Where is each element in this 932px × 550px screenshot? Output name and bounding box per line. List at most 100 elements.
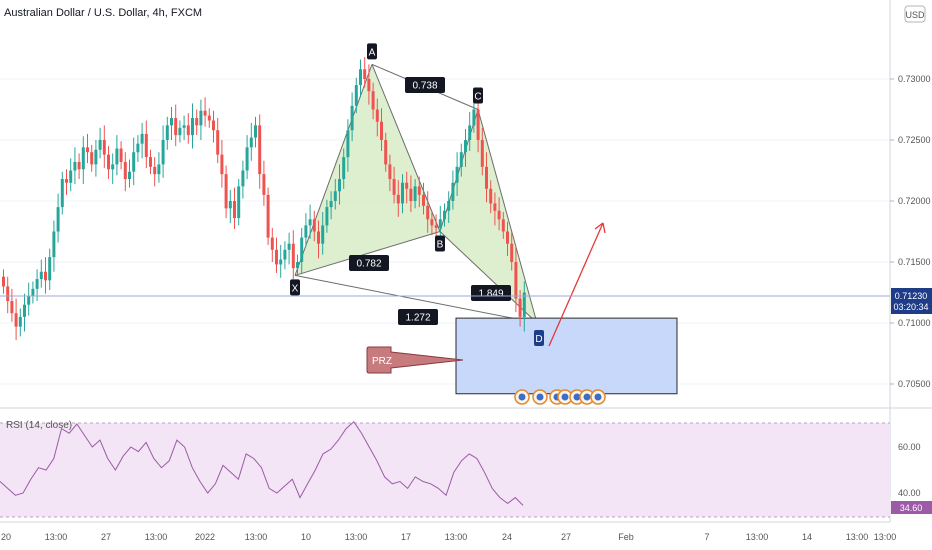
- time-tick-label: 14: [802, 532, 812, 542]
- candle-body: [506, 231, 509, 244]
- candle-body: [77, 161, 81, 170]
- candle-body: [480, 140, 484, 167]
- time-tick-label: 13:00: [145, 532, 168, 542]
- time-tick-label: 2022: [195, 532, 215, 542]
- candle-body: [405, 182, 409, 189]
- candle-body: [10, 301, 14, 314]
- candle-body: [132, 152, 136, 172]
- candle-body: [48, 257, 52, 281]
- candle-body: [102, 140, 106, 155]
- candle-body: [73, 161, 77, 171]
- point-badge: [290, 279, 300, 296]
- candle-body: [489, 188, 493, 204]
- candle-body: [317, 231, 320, 244]
- candle-body: [464, 140, 467, 153]
- candle-body: [388, 164, 392, 180]
- grid-lines: [0, 78, 890, 385]
- candle-body: [165, 125, 169, 140]
- economic-events[interactable]: [514, 389, 606, 405]
- rsi-current-value: 34.60: [900, 503, 923, 513]
- candle-body: [346, 130, 350, 158]
- candle-body: [115, 148, 119, 165]
- candle-body: [279, 259, 283, 265]
- candle-body: [86, 147, 89, 153]
- candle-body: [56, 207, 60, 232]
- bar-countdown: 03:20:34: [893, 302, 928, 312]
- price-tick-label: 0.71000: [898, 318, 931, 328]
- arrow-head: [594, 222, 606, 234]
- ratio-xb-bg: [349, 255, 389, 271]
- candle-body: [451, 182, 455, 201]
- candle-body: [510, 243, 514, 262]
- candle-body: [182, 125, 186, 128]
- event-flag-inner: [518, 393, 526, 401]
- candle-body: [338, 179, 341, 192]
- candle-body: [443, 210, 446, 220]
- candle-body: [98, 140, 102, 150]
- candle-body: [321, 225, 325, 244]
- time-tick-label: Feb: [618, 532, 634, 542]
- event-flag-inner: [561, 393, 569, 401]
- prz-box: [455, 317, 678, 395]
- price-axis[interactable]: 0.73000 0.72500 0.72000 0.71500 0.71000 0.705…: [890, 74, 931, 389]
- candle-body: [434, 225, 438, 228]
- rsi-line: [0, 420, 524, 506]
- point-label-d: D: [535, 334, 542, 345]
- time-tick-label: 13:00: [245, 532, 268, 542]
- price-tick-label: 0.72000: [898, 196, 931, 206]
- candle-body: [430, 219, 434, 226]
- candle-body: [245, 147, 249, 171]
- candle-body: [304, 225, 308, 238]
- time-tick-label: 24: [502, 532, 512, 542]
- candle-body: [220, 154, 224, 175]
- candle-body: [476, 109, 480, 140]
- harmonic-pattern[interactable]: [294, 63, 538, 324]
- rsi-tick-label: 40.00: [898, 488, 921, 498]
- candle-body: [409, 188, 413, 201]
- candle-body: [174, 118, 178, 136]
- candle-body: [275, 249, 278, 265]
- candle-body: [52, 231, 56, 258]
- pattern-leg: [477, 109, 538, 324]
- candle-body: [199, 110, 203, 126]
- candle-body: [380, 121, 383, 140]
- candle-body: [228, 201, 232, 209]
- price-tick-label: 0.72500: [898, 135, 931, 145]
- candle-body: [367, 79, 371, 92]
- candle-body: [249, 137, 253, 148]
- pattern-triangle-bcd: [440, 109, 537, 323]
- point-badge: [534, 330, 544, 346]
- candle-body: [254, 125, 257, 138]
- rsi-pane[interactable]: [0, 420, 890, 518]
- price-tick-label: 0.71500: [898, 257, 931, 267]
- currency-label: USD: [905, 10, 925, 20]
- rsi-tick-label: 60.00: [898, 442, 921, 452]
- candle-body: [90, 152, 94, 165]
- time-tick-label: 10: [301, 532, 311, 542]
- candle-body: [207, 115, 211, 121]
- candle-body: [497, 210, 501, 220]
- candle-body: [296, 262, 299, 269]
- candle-body: [107, 154, 110, 170]
- prz-zone[interactable]: PRZ: [366, 317, 678, 395]
- event-flag-inner: [583, 393, 591, 401]
- ratio-xb: 0.782: [356, 259, 381, 270]
- pattern-leg: [294, 64, 373, 276]
- candle-body: [363, 69, 367, 79]
- currency-button[interactable]: [904, 5, 926, 23]
- rsi-axis[interactable]: 60.00 40.00: [898, 442, 921, 498]
- candle-body: [308, 219, 312, 226]
- candle-body: [258, 125, 262, 175]
- time-tick-label: 13:00: [746, 532, 769, 542]
- candle-body: [384, 140, 388, 165]
- candle-body: [468, 125, 472, 140]
- candle-body: [119, 148, 123, 162]
- time-tick-label: 27: [561, 532, 571, 542]
- ratio-ab-bg: [405, 77, 445, 93]
- candlestick-series: [2, 57, 526, 341]
- pattern-leg: [439, 109, 479, 232]
- candle-body: [94, 149, 98, 165]
- candle-body: [111, 164, 115, 170]
- time-axis[interactable]: 20 13:00 27 13:00 2022 13:00 10 13:00 17 13:00 24 2…: [1, 532, 896, 542]
